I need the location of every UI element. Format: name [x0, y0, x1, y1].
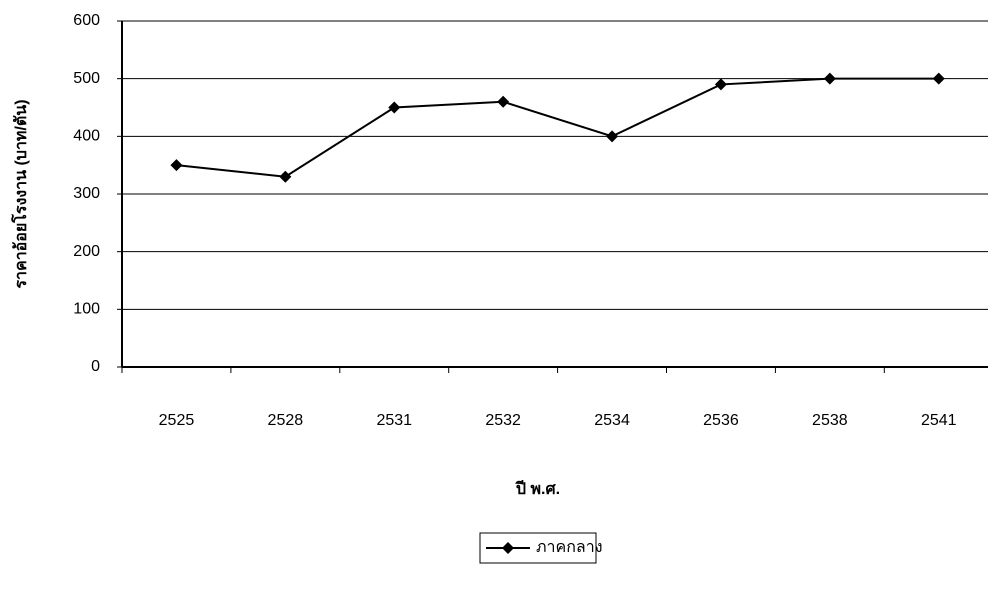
x-tick-label: 2525: [159, 412, 195, 429]
point-marker: [823, 72, 836, 85]
point-marker: [714, 78, 727, 91]
point-marker: [170, 159, 183, 172]
x-tick-label: 2528: [268, 412, 304, 429]
x-tick-label: 2536: [703, 412, 739, 429]
y-tick-label: 0: [91, 358, 100, 375]
x-tick-label: 2531: [376, 412, 412, 429]
y-tick-label: 100: [73, 301, 100, 318]
x-tick-label: 2541: [921, 412, 957, 429]
x-axis-label: ปี พ.ศ.: [514, 479, 560, 498]
legend-marker: [502, 542, 514, 554]
y-tick-label: 400: [73, 128, 100, 145]
legend-label: ภาคกลาง: [536, 539, 603, 556]
point-marker: [497, 95, 510, 108]
y-tick-label: 500: [73, 70, 100, 87]
point-marker: [606, 130, 619, 143]
point-marker: [279, 170, 292, 183]
y-tick-label: 200: [73, 243, 100, 260]
y-tick-label: 600: [73, 12, 100, 29]
point-marker: [388, 101, 401, 114]
y-tick-label: 300: [73, 185, 100, 202]
series-line: [176, 77, 939, 178]
x-tick-label: 2538: [812, 412, 848, 429]
y-axis-label: ราคาอ้อยโรงงาน (บาท/ตัน): [10, 99, 30, 288]
x-tick-label: 2532: [485, 412, 521, 429]
x-tick-label: 2534: [594, 412, 630, 429]
point-marker: [932, 72, 945, 85]
